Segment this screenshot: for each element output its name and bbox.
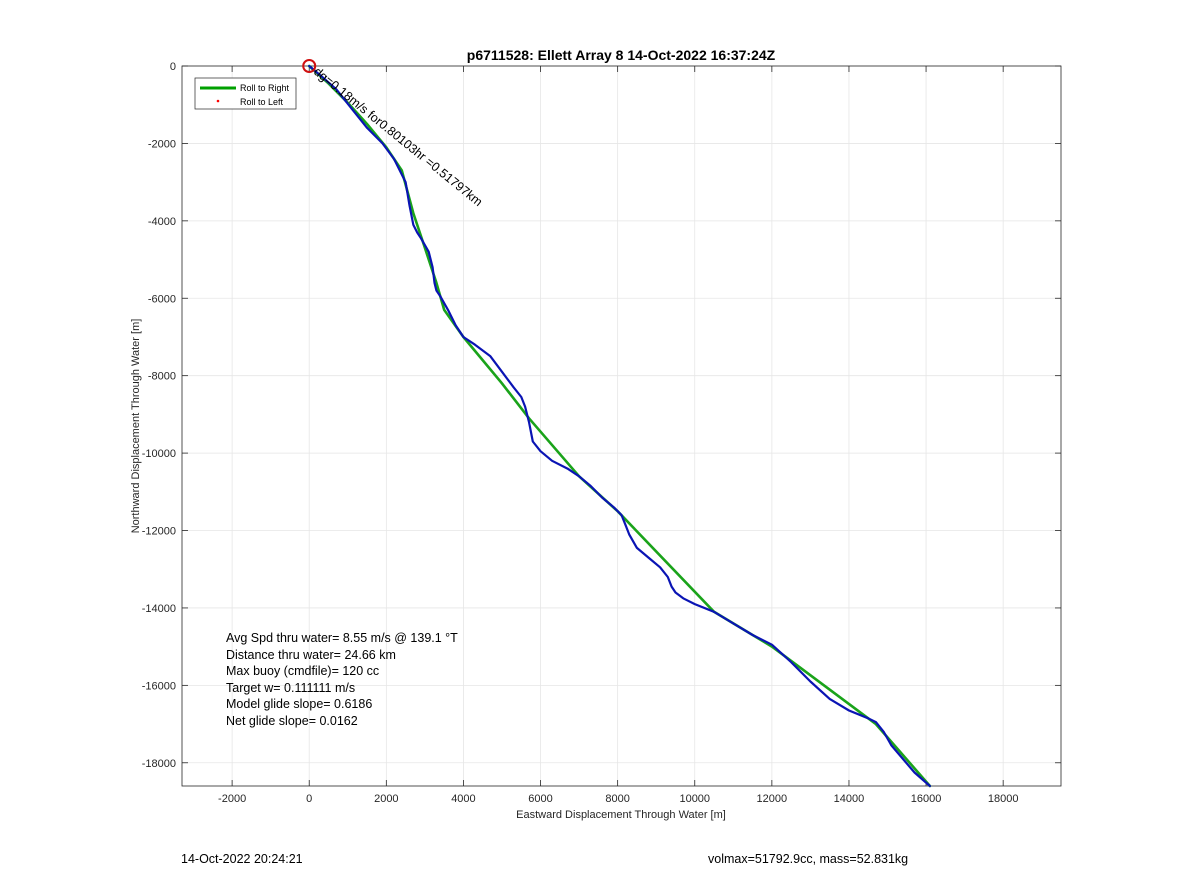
footer-date: 14-Oct-2022 20:24:21: [181, 852, 303, 866]
x-tick-label: 2000: [374, 793, 398, 805]
x-tick-label: 12000: [757, 793, 788, 805]
glide-annotation: dg=0.18m/s for0.80103hr =0.51797km: [311, 64, 485, 209]
x-tick-label: 8000: [605, 793, 629, 805]
x-tick-label: 4000: [451, 793, 475, 805]
legend-box: [194, 77, 297, 110]
y-axis-title: Northward Displacement Through Water [m]: [130, 319, 142, 534]
y-tick-label: -6000: [148, 293, 176, 305]
stat-model-glide-slope: Model glide slope= 0.6186: [226, 697, 372, 711]
x-tick-label: 6000: [528, 793, 552, 805]
stat-max-buoy: Max buoy (cmdfile)= 120 cc: [226, 664, 379, 678]
chart-title: p6711528: Ellett Array 8 14-Oct-2022 16:…: [467, 47, 776, 63]
x-tick-label: 16000: [911, 793, 942, 805]
stat-target-w: Target w= 0.111111 m/s: [226, 681, 355, 695]
x-tick-label: 14000: [834, 793, 865, 805]
y-tick-label: -18000: [142, 758, 176, 770]
stat-net-glide-slope: Net glide slope= 0.0162: [226, 714, 358, 728]
series: [307, 64, 932, 788]
x-tick-label: 18000: [988, 793, 1019, 805]
y-tick-label: -10000: [142, 448, 176, 460]
grid: [182, 65, 1061, 786]
legend: Roll to Right Roll to Left: [194, 77, 297, 110]
plot-area: [181, 65, 1062, 787]
footer-volmax: volmax=51792.9cc, mass=52.831kg: [708, 852, 909, 866]
x-axis-title: Eastward Displacement Through Water [m]: [516, 809, 726, 821]
y-tick-label: -8000: [148, 371, 176, 383]
x-tick-label: -2000: [218, 793, 246, 805]
start-marker: [302, 59, 317, 73]
y-tick-label: -4000: [148, 216, 176, 228]
stats-block: Avg Spd thru water= 8.55 m/s @ 139.1 °T …: [226, 631, 458, 728]
ticks: -2000 0 2000 4000 6000 8000 10000 12000 14000 160…: [142, 61, 1061, 805]
x-tick-label: 0: [306, 793, 312, 805]
stat-distance: Distance thru water= 24.66 km: [226, 648, 396, 662]
x-tick-label: 10000: [679, 793, 710, 805]
y-tick-label: 0: [170, 61, 176, 73]
legend-label-roll-left: Roll to Left: [240, 97, 284, 107]
stat-avg-speed: Avg Spd thru water= 8.55 m/s @ 139.1 °T: [226, 631, 458, 645]
markers: [302, 59, 317, 73]
y-tick-label: -12000: [142, 526, 176, 538]
series-track-line: [308, 64, 932, 788]
legend-label-roll-right: Roll to Right: [240, 83, 290, 93]
y-tick-label: -2000: [148, 138, 176, 150]
legend-swatch-roll-left: [216, 99, 220, 103]
y-tick-label: -16000: [142, 680, 176, 692]
y-tick-label: -14000: [142, 603, 176, 615]
